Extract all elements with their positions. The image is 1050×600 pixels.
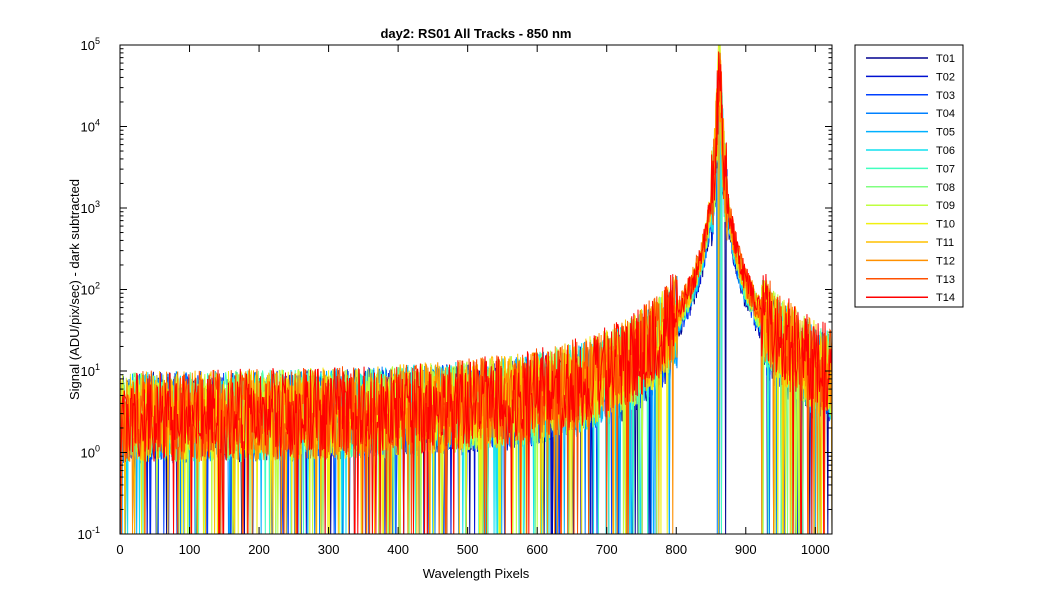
x-tick-label: 400 bbox=[387, 542, 409, 557]
y-axis-ticks: 10-1 100 101 102 103 104 105 bbox=[78, 36, 832, 542]
y-tick-label: 10-1 bbox=[78, 525, 100, 542]
legend-label-t07: T07 bbox=[936, 163, 955, 175]
y-tick-label: 105 bbox=[81, 36, 100, 53]
x-tick-label: 700 bbox=[596, 542, 618, 557]
legend-label-t11: T11 bbox=[936, 237, 954, 249]
x-tick-label: 800 bbox=[665, 542, 687, 557]
legend-label-t03: T03 bbox=[936, 90, 955, 102]
x-tick-label: 600 bbox=[526, 542, 548, 557]
legend-label-t05: T05 bbox=[936, 127, 955, 139]
legend-label-t06: T06 bbox=[936, 145, 955, 157]
legend-label-t14: T14 bbox=[936, 292, 955, 304]
legend-label-t08: T08 bbox=[936, 182, 955, 194]
trace-t14 bbox=[120, 51, 832, 534]
legend: T01 T02 T03 T04 T05 T06 T07 T08 T09 T10 T11 T12 T13 T… bbox=[854, 44, 964, 308]
legend-label-t10: T10 bbox=[936, 219, 955, 231]
x-tick-label: 900 bbox=[735, 542, 757, 557]
legend-label-t01: T01 bbox=[936, 53, 955, 65]
y-tick-label: 100 bbox=[81, 444, 100, 461]
legend-label-t04: T04 bbox=[936, 108, 955, 120]
y-axis-label: Signal (ADU/pix/sec) - dark subtracted bbox=[67, 179, 82, 400]
legend-label-t12: T12 bbox=[936, 255, 955, 267]
y-tick-label: 104 bbox=[81, 118, 100, 135]
x-tick-label: 200 bbox=[248, 542, 270, 557]
x-tick-label: 500 bbox=[457, 542, 479, 557]
x-tick-label: 1000 bbox=[801, 542, 830, 557]
x-tick-label: 0 bbox=[116, 542, 123, 557]
chart-title: day2: RS01 All Tracks - 850 nm bbox=[380, 26, 571, 41]
legend-label-t02: T02 bbox=[936, 71, 955, 83]
x-tick-label: 100 bbox=[179, 542, 201, 557]
traces-group bbox=[120, 45, 832, 534]
trace-t13 bbox=[120, 52, 832, 534]
x-axis-label: Wavelength Pixels bbox=[423, 566, 530, 581]
legend-label-t13: T13 bbox=[936, 274, 955, 286]
y-tick-label: 101 bbox=[81, 362, 100, 379]
y-tick-label: 103 bbox=[81, 199, 100, 216]
legend-label-t09: T09 bbox=[936, 200, 955, 212]
x-tick-label: 300 bbox=[318, 542, 340, 557]
x-axis-ticks: 0 100 200 300 400 500 600 700 800 900 1000 bbox=[116, 45, 830, 557]
y-tick-label: 102 bbox=[81, 281, 100, 298]
legend-box bbox=[854, 44, 964, 308]
trace-t01 bbox=[120, 63, 832, 534]
